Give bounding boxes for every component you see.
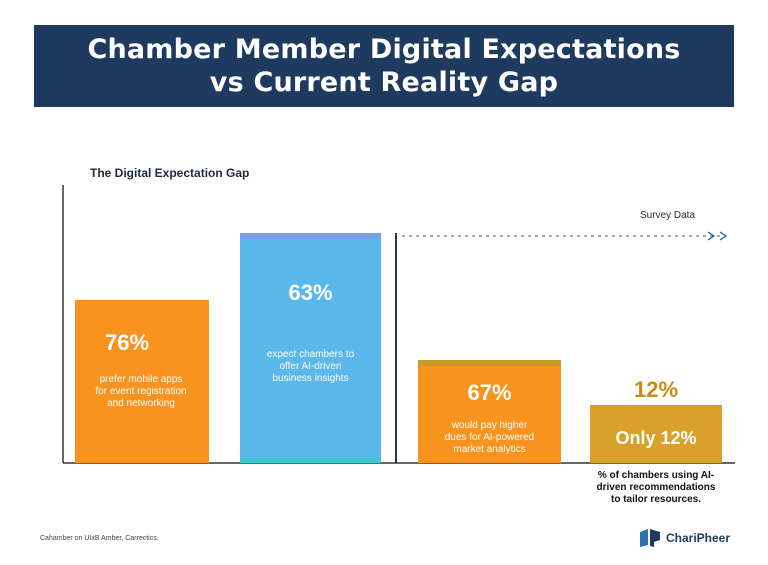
description-line: driven recommendations [597, 482, 716, 493]
logo-name: ChariPheer [666, 531, 731, 545]
survey-data-label: Survey Data [640, 210, 696, 221]
description-line: would pay higher [451, 420, 528, 431]
value-label-3: 67% [467, 380, 511, 405]
logo: ChariPheer [638, 528, 730, 548]
bar-2 [240, 233, 381, 463]
description-line: expect chambers to [267, 349, 355, 360]
description-line: business insights [272, 373, 348, 384]
bar-3 [418, 360, 561, 463]
description-line: and networking [107, 398, 175, 409]
title-banner: Chamber Member Digital Expectations vs C… [34, 25, 734, 107]
description-line: market analytics [453, 444, 525, 455]
description-line: % of chambers using AI- [598, 470, 714, 481]
description-line: for event registration [95, 386, 186, 397]
bar-top-highlight [418, 360, 561, 366]
chart-subtitle: The Digital Expectation Gap [90, 166, 250, 180]
value-label-4: 12% [634, 377, 678, 402]
bar-top-highlight [240, 233, 381, 239]
bar-1 [75, 300, 209, 463]
value-label-2: 63% [288, 280, 332, 305]
title-line-1: Chamber Member Digital Expectations [87, 34, 681, 65]
bar-4 [590, 405, 722, 463]
description-line: offer AI-driven [279, 361, 341, 372]
bar-bottom-highlight [240, 457, 381, 463]
value-label-1: 76% [105, 330, 149, 355]
title-line-2: vs Current Reality Gap [209, 67, 559, 98]
inner-label-4: Only 12% [615, 428, 696, 448]
description-line: dues for AI-powered [445, 432, 535, 443]
arrow-head-icon [719, 231, 728, 241]
arrow-head-icon [707, 231, 716, 241]
logo-icon [640, 529, 660, 547]
description-line: to tailor resources. [611, 494, 701, 505]
description-line: prefer mobile apps [100, 374, 183, 385]
footer-source: Cahamber on UIxB Amber, Carrectics. [40, 535, 159, 542]
